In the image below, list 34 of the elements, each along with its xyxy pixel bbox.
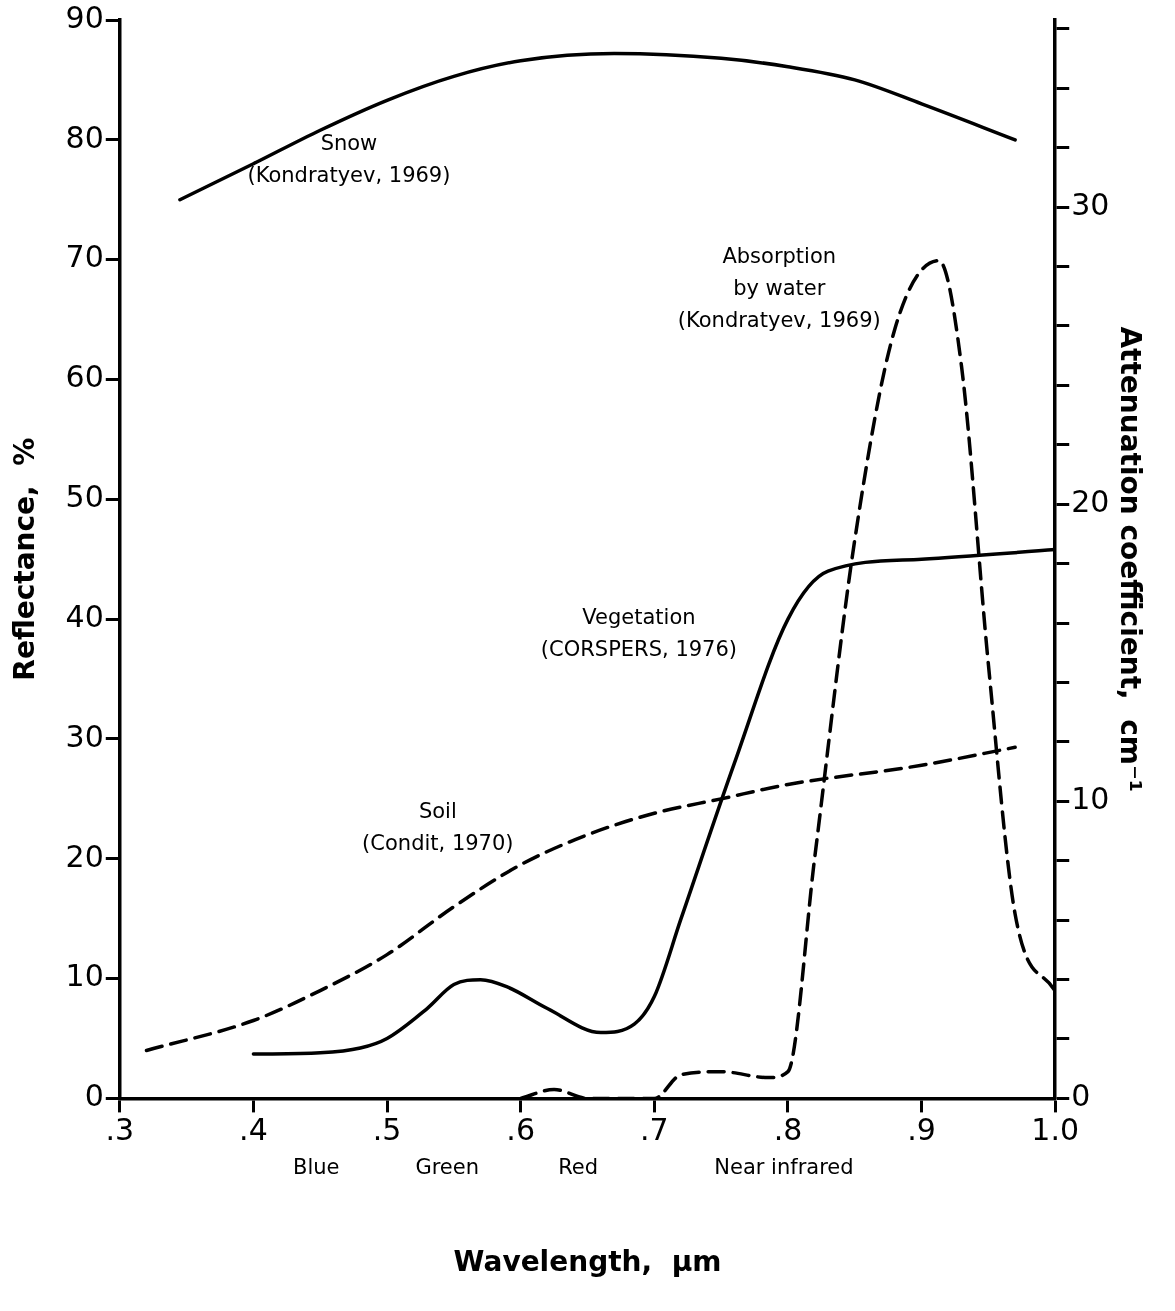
y-tick-label: 10 [65, 958, 104, 994]
text: Near infrared [714, 1154, 854, 1179]
y-tick-label: 0 [84, 1078, 104, 1114]
x-tick-label: 1.0 [1031, 1112, 1080, 1148]
y-tick-label: 80 [65, 119, 104, 155]
series-label: Vegetation (CORSPERS, 1976) [540, 605, 738, 662]
y2-tick-label: 20 [1071, 484, 1110, 520]
x-tick-label: .9 [907, 1112, 936, 1148]
y2-axis-title: Attenuation coefficient, cm⁻¹ [1113, 326, 1147, 792]
line-series [178, 51, 1017, 202]
series-label: Snow (Kondratyev, 1969) [247, 130, 451, 187]
x-tick-label: .3 [105, 1112, 135, 1148]
text: Red [558, 1154, 599, 1179]
y2-tick-label: 30 [1071, 186, 1110, 222]
y2-tick-label: 10 [1071, 781, 1110, 817]
y-tick-label: 70 [65, 239, 104, 275]
x-tick-label: .7 [640, 1112, 669, 1148]
x-tick-label: .6 [506, 1112, 535, 1148]
y-tick-label: 90 [65, 0, 104, 35]
y-tick-label: 40 [65, 598, 104, 634]
y2-tick-label: 0 [1071, 1078, 1091, 1114]
y-tick-label: 30 [65, 718, 104, 754]
x-tick-label: .4 [239, 1112, 268, 1148]
y-tick-label: 60 [65, 359, 104, 395]
text: Green [415, 1154, 479, 1179]
y-tick-label: 20 [65, 838, 104, 874]
y-tick-label: 50 [65, 479, 104, 515]
x-tick-label: .5 [372, 1112, 402, 1148]
y-axis-title: Reflectance, % [8, 437, 42, 681]
x-axis-title: Wavelength, μm [453, 1245, 722, 1279]
text: Blue [292, 1154, 340, 1179]
x-tick-label: .8 [773, 1112, 803, 1148]
series-label: Soil (Condit, 1970) [362, 799, 514, 856]
series-label: Absorption by water (Kondratyev, 1969) [677, 244, 881, 333]
